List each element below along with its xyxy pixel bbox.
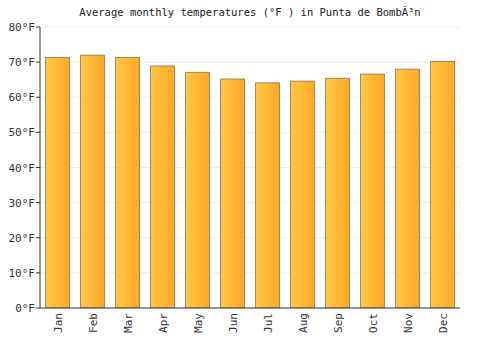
x-tick-label: Nov <box>402 313 415 333</box>
x-tick-label: Mar <box>122 313 135 333</box>
bar <box>116 58 140 308</box>
x-tick-label: Aug <box>297 313 310 333</box>
y-tick <box>36 97 40 98</box>
title: Average monthly temperatures (°F ) in Pu… <box>79 6 420 18</box>
bar <box>361 74 385 308</box>
y-axis <box>40 27 41 308</box>
bar <box>256 83 280 308</box>
y-tick <box>36 272 40 273</box>
y-tick-label: 40°F <box>9 162 36 175</box>
bar <box>81 55 105 308</box>
bar <box>151 66 175 308</box>
y-tick <box>36 167 40 168</box>
y-tick-label: 0°F <box>15 302 35 315</box>
y-tick-label: 60°F <box>9 91 36 104</box>
y-tick <box>36 132 40 133</box>
y-tick-label: 30°F <box>9 197 36 210</box>
x-tick-label: Sep <box>332 313 345 333</box>
bar <box>431 61 455 308</box>
bar <box>291 81 315 308</box>
grid-line <box>40 27 460 28</box>
x-tick-label: Feb <box>87 313 100 333</box>
bars <box>46 55 455 308</box>
y-tick-label: 50°F <box>9 126 36 139</box>
bar <box>326 78 350 308</box>
bar <box>221 79 245 308</box>
x-tick-label: Dec <box>437 313 450 333</box>
x-tick-label: Jun <box>227 313 240 333</box>
bar <box>186 72 210 308</box>
grid-line <box>40 308 460 309</box>
chart: Average monthly temperatures (°F ) in Pu… <box>0 0 500 350</box>
y-tick <box>36 27 40 28</box>
x-tick-label: Jul <box>262 313 275 333</box>
y-tick <box>36 202 40 203</box>
y-tick-label: 80°F <box>9 21 36 34</box>
y-tick-label: 20°F <box>9 232 36 245</box>
x-tick-label: Apr <box>157 313 170 333</box>
y-tick-label: 10°F <box>9 267 36 280</box>
chart-container: Average monthly temperatures (°F ) in Pu… <box>0 0 500 350</box>
x-axis <box>40 308 460 309</box>
y-tick-label: 70°F <box>9 56 36 69</box>
y-tick <box>36 237 40 238</box>
y-tick <box>36 62 40 63</box>
bar <box>46 58 70 308</box>
x-tick-label: Jan <box>52 313 65 333</box>
y-tick <box>36 308 40 309</box>
bar <box>396 69 420 308</box>
x-tick-label: May <box>192 313 205 333</box>
x-tick-label: Oct <box>367 313 380 333</box>
